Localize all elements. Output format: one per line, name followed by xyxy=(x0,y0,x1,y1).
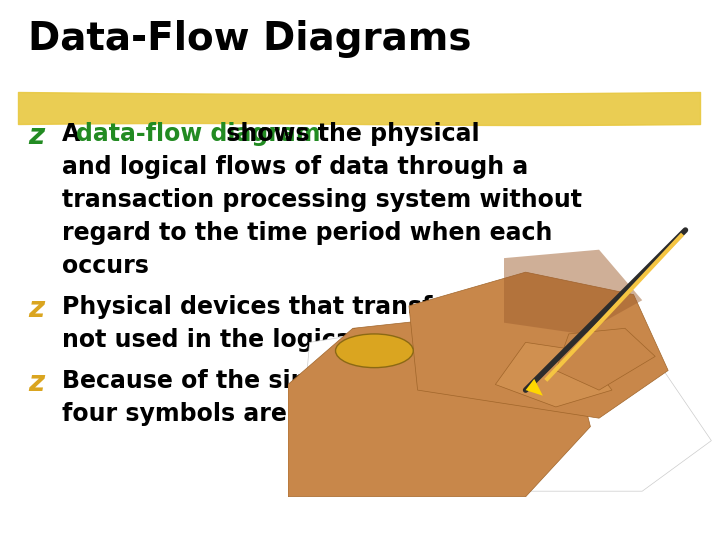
Text: z: z xyxy=(28,122,44,150)
Text: four symbols are needed: four symbols are needed xyxy=(62,402,394,426)
Polygon shape xyxy=(504,249,642,334)
Polygon shape xyxy=(297,295,711,491)
Ellipse shape xyxy=(336,334,413,368)
Text: data-flow diagram: data-flow diagram xyxy=(76,122,320,146)
Text: not used in the logical diagrams: not used in the logical diagrams xyxy=(62,328,492,352)
Polygon shape xyxy=(526,379,543,396)
Text: occurs: occurs xyxy=(62,254,149,278)
Text: and logical flows of data through a: and logical flows of data through a xyxy=(62,155,528,179)
Text: regard to the time period when each: regard to the time period when each xyxy=(62,221,552,245)
Text: Because of the simplified focus, only: Because of the simplified focus, only xyxy=(62,369,554,393)
Polygon shape xyxy=(556,328,655,390)
Text: z: z xyxy=(28,369,44,397)
Polygon shape xyxy=(495,342,612,407)
Text: Physical devices that transform data are: Physical devices that transform data are xyxy=(62,295,605,319)
Text: shows the physical: shows the physical xyxy=(218,122,480,146)
Text: Data-Flow Diagrams: Data-Flow Diagrams xyxy=(28,20,472,58)
Text: A: A xyxy=(62,122,89,146)
Polygon shape xyxy=(409,272,668,418)
Polygon shape xyxy=(288,314,590,497)
Text: z: z xyxy=(28,295,44,323)
Text: transaction processing system without: transaction processing system without xyxy=(62,188,582,212)
